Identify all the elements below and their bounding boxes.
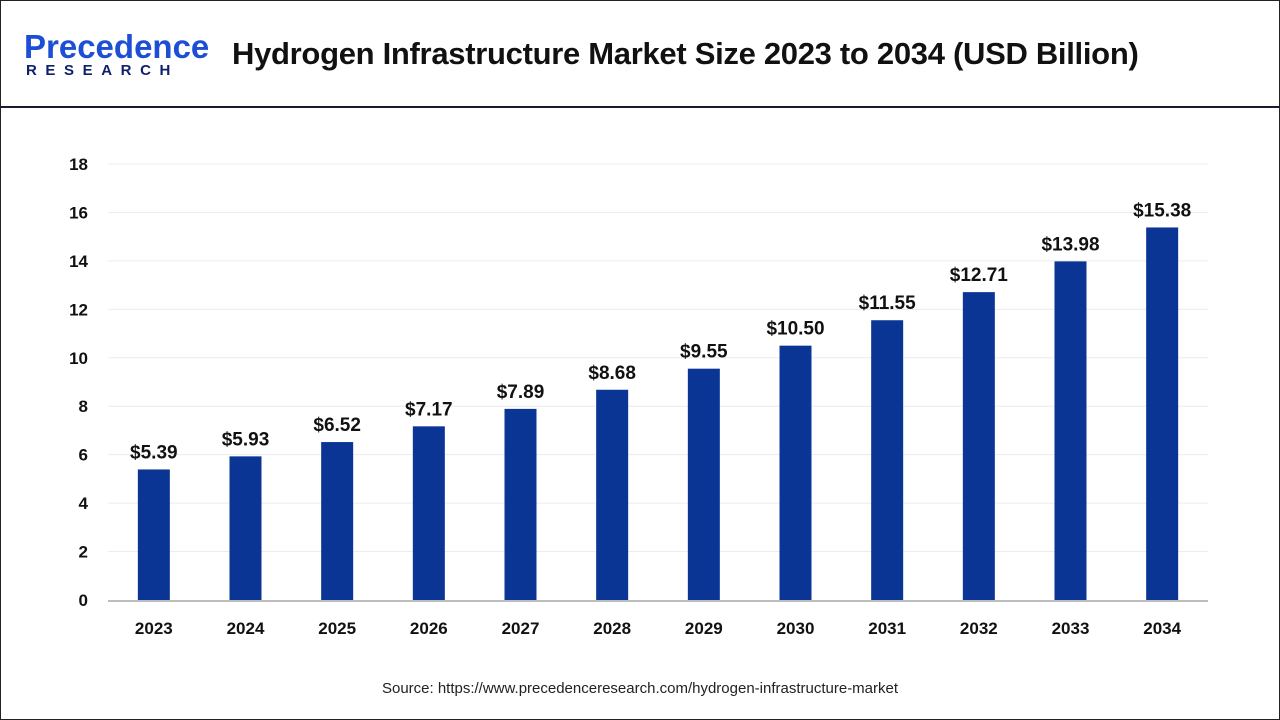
x-tick-label: 2032 <box>960 619 998 638</box>
logo: Precedence RESEARCH <box>24 28 214 84</box>
data-label: $7.89 <box>497 382 545 403</box>
data-label: $11.55 <box>859 293 916 314</box>
logo-subtext: RESEARCH <box>26 62 179 79</box>
x-tick-label: 2027 <box>502 619 540 638</box>
bar <box>779 345 812 600</box>
data-label: $12.71 <box>950 265 1009 286</box>
bar <box>137 469 170 600</box>
x-tick-label: 2034 <box>1143 619 1181 638</box>
data-label: $5.39 <box>130 442 178 463</box>
bar <box>504 408 537 600</box>
bar <box>1146 227 1179 600</box>
data-label: $6.52 <box>313 415 361 436</box>
data-label: $7.17 <box>405 399 453 420</box>
y-tick-label: 2 <box>79 543 88 562</box>
y-tick-label: 18 <box>69 155 88 174</box>
bar <box>596 389 629 600</box>
x-tick-label: 2023 <box>135 619 173 638</box>
bar <box>1054 261 1087 600</box>
x-tick-label: 2025 <box>318 619 356 638</box>
y-tick-label: 10 <box>69 349 88 368</box>
y-tick-label: 8 <box>79 397 88 416</box>
bar <box>321 442 354 600</box>
data-label: $9.55 <box>680 342 728 363</box>
y-tick-label: 16 <box>69 203 88 222</box>
y-tick-label: 4 <box>79 494 89 513</box>
y-tick-label: 12 <box>69 300 88 319</box>
y-tick-label: 0 <box>79 591 88 610</box>
data-label: $10.50 <box>766 319 824 340</box>
x-tick-label: 2030 <box>777 619 815 638</box>
data-label: $5.93 <box>222 429 270 450</box>
x-tick-label: 2028 <box>593 619 631 638</box>
header: Precedence RESEARCH Hydrogen Infrastruct… <box>0 0 1280 108</box>
bar <box>412 426 445 600</box>
data-label: $8.68 <box>588 363 636 384</box>
data-label: $13.98 <box>1041 234 1099 255</box>
logo-text: Precedence <box>24 28 210 65</box>
x-tick-label: 2031 <box>868 619 906 638</box>
bar <box>229 456 262 600</box>
y-tick-label: 14 <box>69 252 88 271</box>
bar <box>687 368 720 600</box>
data-label: $15.38 <box>1133 200 1191 221</box>
bar <box>871 320 904 600</box>
chart-title: Hydrogen Infrastructure Market Size 2023… <box>232 36 1139 71</box>
x-tick-label: 2033 <box>1052 619 1090 638</box>
source-text: Source: https://www.precedenceresearch.c… <box>381 680 899 697</box>
x-tick-label: 2026 <box>410 619 448 638</box>
y-tick-label: 6 <box>79 446 88 465</box>
x-tick-label: 2024 <box>227 619 265 638</box>
bar <box>962 292 995 600</box>
x-tick-label: 2029 <box>685 619 723 638</box>
